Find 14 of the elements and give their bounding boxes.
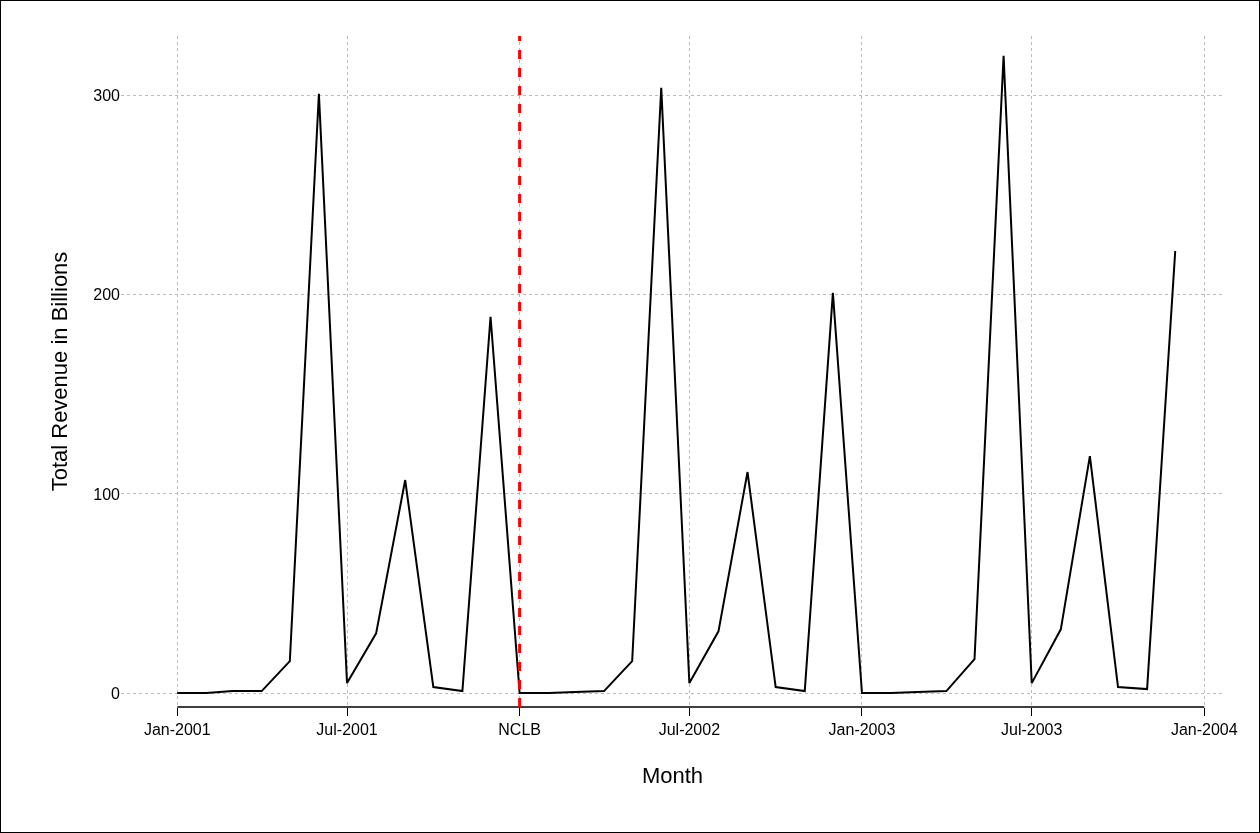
x-tick-label: NCLB <box>498 721 541 739</box>
y-tick-label: 0 <box>111 684 121 702</box>
y-tick-label: 200 <box>93 286 121 304</box>
x-tick-label: Jan-2004 <box>1170 721 1238 739</box>
y-tick-label: 100 <box>93 485 121 503</box>
x-tick-label: Jul-2001 <box>316 721 378 739</box>
x-tick-label: Jan-2001 <box>143 721 211 739</box>
x-tick-label: Jul-2002 <box>658 721 721 739</box>
x-tick-label: Jan-2003 <box>828 721 896 739</box>
x-tick-label: Jul-2003 <box>1001 721 1063 739</box>
x-axis-title: Month <box>641 763 704 788</box>
y-axis-title: Total Revenue in Billions <box>47 251 72 492</box>
y-tick-label: 300 <box>93 87 121 105</box>
line-series <box>176 54 1177 695</box>
